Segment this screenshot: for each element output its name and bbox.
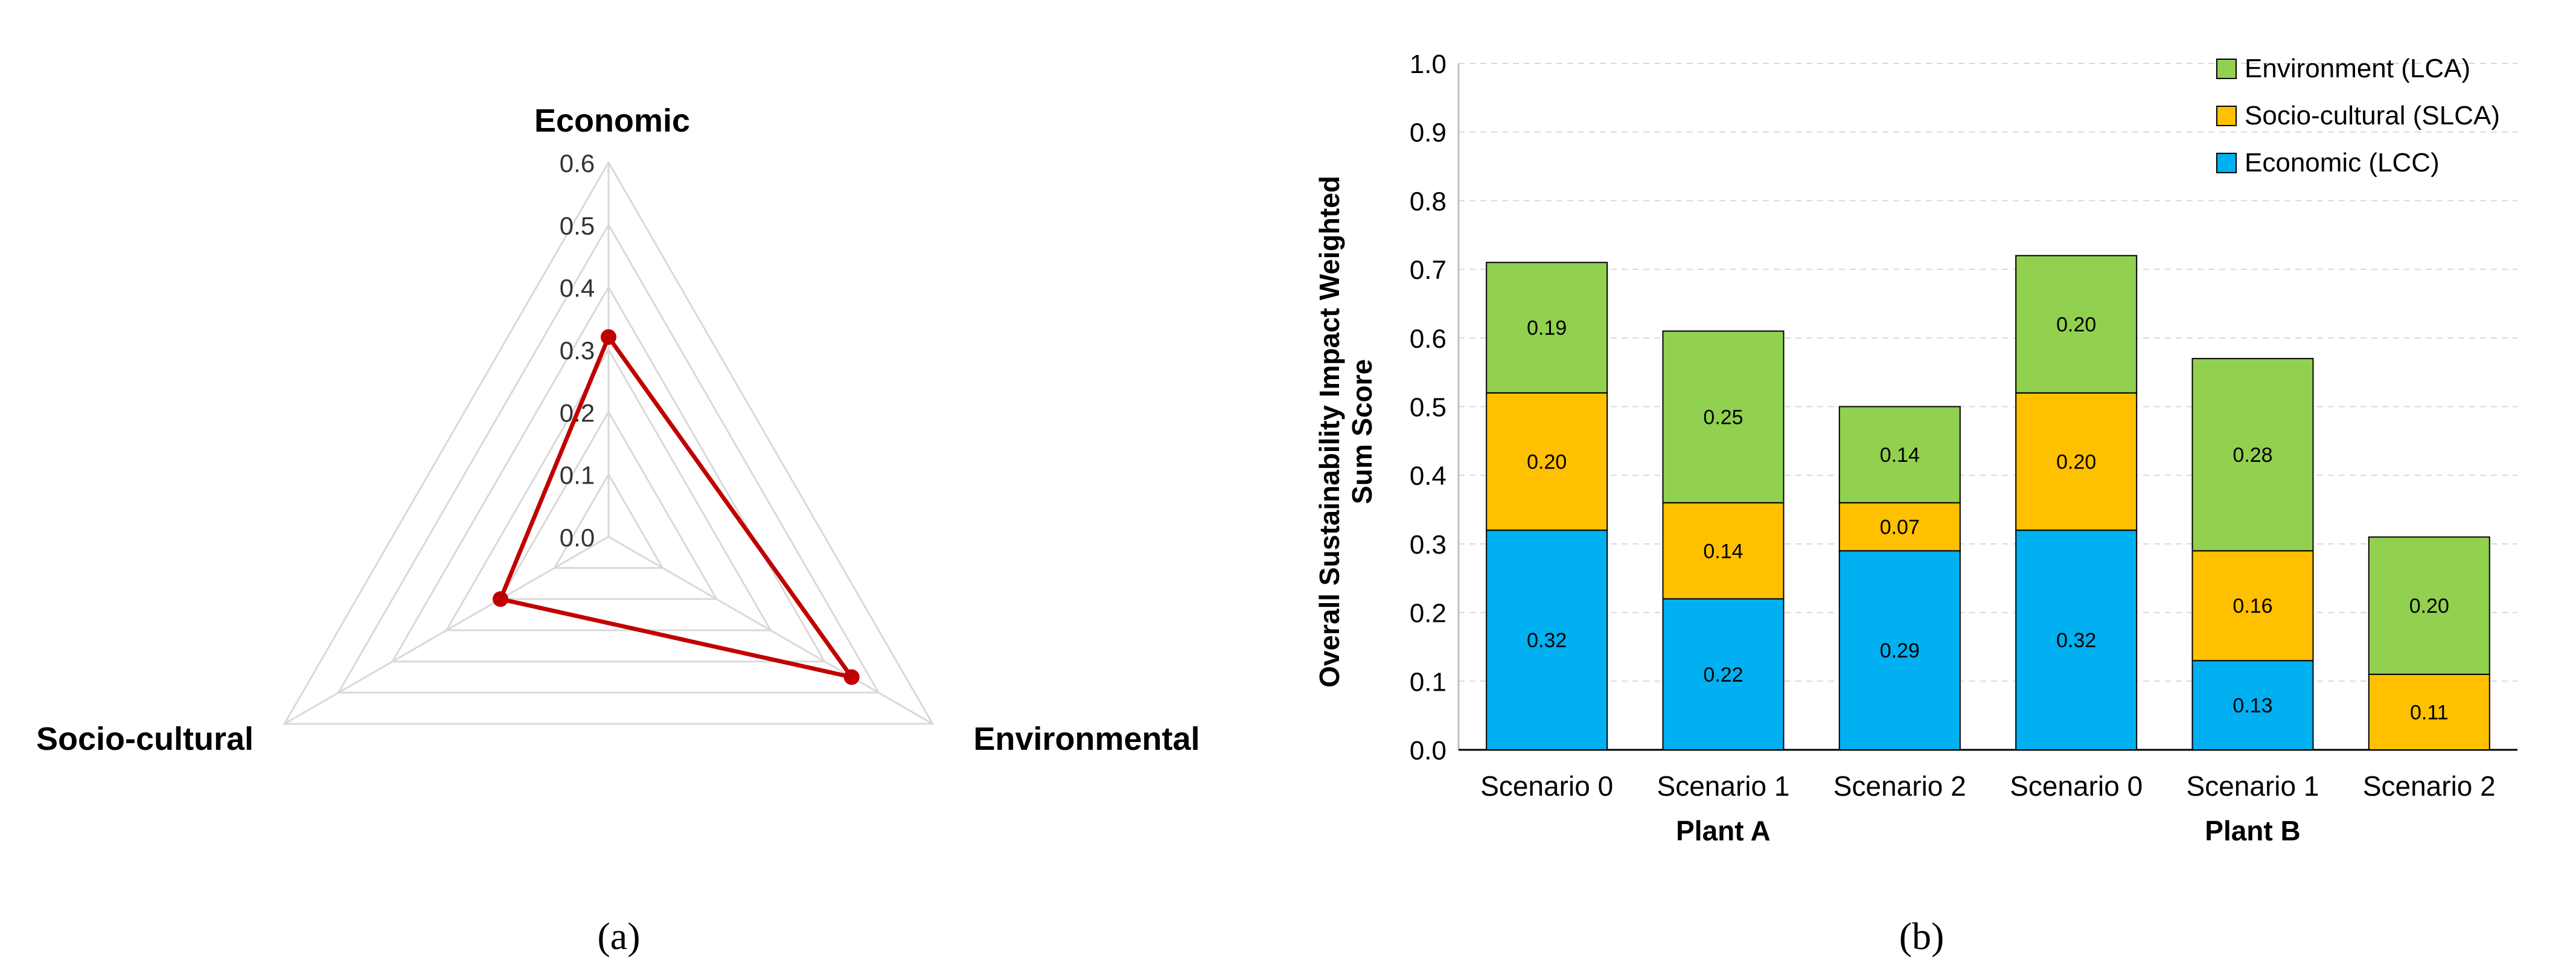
radar-point <box>493 591 508 607</box>
group-label: Plant B <box>2205 815 2300 846</box>
radar-series-line <box>498 334 854 679</box>
bar-data-label: 0.13 <box>2232 694 2272 717</box>
bar-segment <box>1838 550 1961 750</box>
bar-segment <box>1486 392 1608 531</box>
bar-segment <box>1486 261 1608 394</box>
bar-data-label: 0.19 <box>1527 317 1567 340</box>
legend-swatch <box>2216 59 2237 79</box>
legend-swatch <box>2216 106 2237 126</box>
bar-data-label: 0.29 <box>1880 639 1920 662</box>
bar-data-label: 0.32 <box>1527 629 1567 652</box>
bar-segment <box>2368 673 2490 751</box>
radar-series <box>493 329 860 685</box>
bar-segment <box>1838 502 1961 552</box>
y-axis-label-line-2: Sum Score <box>1346 359 1378 504</box>
radar-grid <box>283 160 935 725</box>
y-tick-label: 0.4 <box>1410 461 1446 491</box>
y-tick-label: 0.0 <box>1410 736 1446 766</box>
radar-point <box>843 669 860 685</box>
bar-legend: Environment (LCA) Socio-cultural (SLCA) Ec… <box>2216 54 2500 177</box>
bar-segment <box>2015 392 2138 531</box>
bar-data-label: 0.20 <box>2056 451 2096 474</box>
legend-swatch <box>2216 153 2237 173</box>
y-tick-label: 0.7 <box>1410 255 1446 285</box>
y-tick-label: 1.0 <box>1410 50 1446 79</box>
panel-label-a: (a) <box>597 915 640 958</box>
legend-label: Environment (LCA) <box>2245 54 2470 83</box>
bar-data-label: 0.32 <box>2056 629 2096 652</box>
x-tick-label: Scenario 2 <box>1833 770 1966 802</box>
radar-tick-label: 0.4 <box>560 274 595 302</box>
bar-segment <box>1486 529 1608 750</box>
bar-segment <box>2191 357 2314 552</box>
radar-axis-label-economic: Economic <box>534 103 690 139</box>
radar-spoke <box>284 536 609 725</box>
bar-data-label: 0.20 <box>2409 595 2449 618</box>
bar-group-labels: Plant A Plant B <box>1676 815 2301 846</box>
radar-tick-label: 0.6 <box>560 149 595 177</box>
radar-grid-ring <box>552 472 665 569</box>
radar-point <box>601 329 616 345</box>
x-tick-label: Scenario 1 <box>2187 770 2319 802</box>
x-tick-label: Scenario 2 <box>2363 770 2496 802</box>
bar-data-label: 0.20 <box>1527 451 1567 474</box>
bar-gridlines <box>1457 63 2517 751</box>
bar-segment <box>1838 406 1961 504</box>
bar-segment <box>1662 502 1785 600</box>
y-tick-label: 0.5 <box>1410 393 1446 423</box>
bar-segment <box>1662 598 1785 751</box>
radar-axis-label-socio-cultural: Socio-cultural <box>36 721 254 757</box>
y-tick-label: 0.8 <box>1410 187 1446 216</box>
radar-tick-label: 0.5 <box>560 211 595 240</box>
radar-grid-ring <box>499 410 718 600</box>
radar-axis-label-environmental: Environmental <box>973 721 1200 757</box>
bar-segment <box>1662 330 1785 504</box>
bar-segment <box>2191 660 2314 750</box>
legend-label: Socio-cultural (SLCA) <box>2245 101 2500 130</box>
bar-x-tick-labels: Scenario 0 Scenario 1 Scenario 2 Scenario 0… <box>1480 770 2496 802</box>
radar-grid-ring <box>391 285 826 663</box>
y-axis-label-line-1: Overall Sustainability Impact Weighted <box>1314 176 1345 688</box>
radar-spoke <box>608 536 933 725</box>
radar-chart: 0.00.10.20.30.40.50.6 Economic Environme… <box>36 103 1200 958</box>
y-tick-label: 0.1 <box>1410 667 1446 697</box>
radar-tick-label: 0.1 <box>560 461 595 490</box>
panel-label-b: (b) <box>1899 915 1945 958</box>
radar-grid-ring <box>444 348 773 631</box>
radar-tick-labels: 0.00.10.20.30.40.50.6 <box>560 149 595 552</box>
legend-label: Economic (LCC) <box>2245 148 2440 177</box>
bar-data-label: 0.16 <box>2232 595 2272 618</box>
bar-marks: 0.32 0.20 0.19 0.22 0.14 0.25 0.29 0.07 0.14 0.32… <box>1486 255 2490 751</box>
bar-segment <box>2191 550 2314 662</box>
bar-data-label: 0.14 <box>1703 540 1743 563</box>
bar-segment <box>2015 255 2138 394</box>
y-tick-label: 0.3 <box>1410 530 1446 560</box>
bar-data-label: 0.20 <box>2056 313 2096 336</box>
y-tick-label: 0.9 <box>1410 118 1446 148</box>
group-label: Plant A <box>1676 815 1771 846</box>
bar-data-label: 0.11 <box>2410 702 2449 724</box>
radar-tick-label: 0.3 <box>560 336 595 365</box>
y-tick-label: 0.6 <box>1410 324 1446 354</box>
bar-data-label: 0.28 <box>2232 444 2272 467</box>
radar-grid-ring <box>283 160 935 725</box>
bar-y-tick-labels: 0.0 0.1 0.2 0.3 0.4 0.5 0.6 0.7 0.8 0.9 1.0 <box>1410 50 1446 766</box>
y-tick-label: 0.2 <box>1410 599 1446 628</box>
radar-tick-label: 0.0 <box>560 523 595 552</box>
radar-grid-ring <box>337 223 880 694</box>
bar-data-label: 0.07 <box>1880 516 1920 539</box>
stacked-bar-chart: 0.00.10.20.30.40.50.60.70.80.91.0 0.320.… <box>1314 50 2517 958</box>
x-tick-label: Scenario 0 <box>2010 770 2143 802</box>
x-tick-label: Scenario 0 <box>1480 770 1613 802</box>
bar-data-label: 0.22 <box>1703 663 1743 686</box>
bar-data-label: 0.25 <box>1703 406 1743 429</box>
bar-data-label: 0.14 <box>1880 444 1920 467</box>
bar-segment <box>2015 529 2138 750</box>
x-tick-label: Scenario 1 <box>1657 770 1790 802</box>
bar-segment <box>2368 536 2490 675</box>
